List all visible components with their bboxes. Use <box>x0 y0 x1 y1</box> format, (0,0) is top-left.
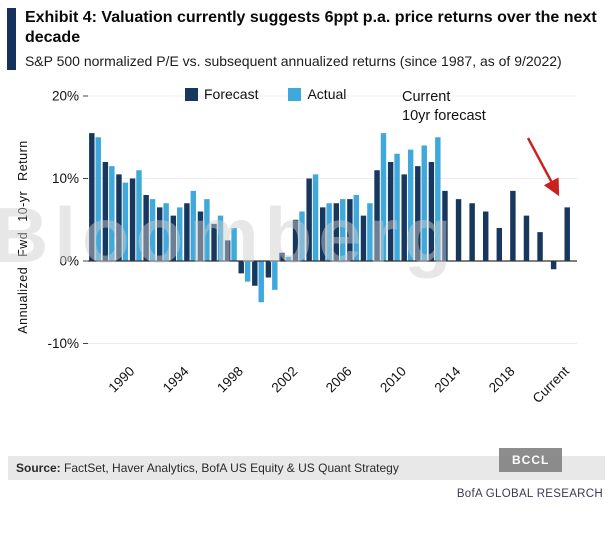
bar-forecast-1996 <box>211 224 217 262</box>
x-tick-label: 2010 <box>377 364 409 396</box>
x-tick-label: 2002 <box>269 364 301 396</box>
bar-forecast-2019 <box>523 215 530 262</box>
bar-actual-1988 <box>109 166 115 262</box>
bar-actual-1991 <box>149 199 156 262</box>
bar-forecast-2020 <box>537 232 543 262</box>
bar-actual-2008 <box>380 133 387 262</box>
bar-forecast-2012 <box>428 162 435 262</box>
bar-actual-2001 <box>285 257 292 262</box>
bar-actual-2007 <box>367 203 373 262</box>
bar-forecast-2003 <box>306 178 312 262</box>
bar-forecast-1988 <box>102 162 109 262</box>
source-label: Source: <box>16 461 61 476</box>
bar-actual-1992 <box>163 203 169 262</box>
bar-forecast-2015 <box>469 203 475 262</box>
bar-forecast-1999 <box>252 261 258 286</box>
current-forecast-annotation: Current 10yr forecast <box>402 89 486 124</box>
y-axis-label: Annualized Fwd 10-yr Return <box>16 140 30 334</box>
research-credit: BofA GLOBAL RESEARCH <box>456 488 603 501</box>
bar-actual-2011 <box>421 145 427 262</box>
bar-actual-1990 <box>136 170 142 262</box>
bar-actual-1994 <box>190 191 197 262</box>
bar-forecast-1998 <box>238 261 244 274</box>
bar-actual-1989 <box>122 182 129 262</box>
x-tick-label: 1998 <box>214 364 246 396</box>
bar-forecast-1997 <box>224 240 231 262</box>
actual-swatch-icon <box>288 87 302 101</box>
annotation-arrow-icon <box>526 137 560 197</box>
chart-area: Annualized Fwd 10-yr Return Forecast Act… <box>0 82 615 424</box>
x-tick-label: Current <box>530 363 573 406</box>
x-tick-label: 2018 <box>486 364 518 396</box>
bar-forecast-2013 <box>442 191 448 262</box>
bar-forecast-2005 <box>333 203 340 262</box>
bar-actual-1997 <box>231 228 237 262</box>
header-text: Exhibit 4: Valuation currently suggests … <box>25 8 607 70</box>
x-tick-label: 1994 <box>160 363 192 395</box>
bar-forecast-Current <box>564 207 570 262</box>
bar-actual-2004 <box>326 203 332 262</box>
bar-forecast-1994 <box>184 203 190 262</box>
bar-forecast-2017 <box>496 228 503 262</box>
bar-forecast-1995 <box>197 211 204 262</box>
x-tick-label: 2006 <box>323 364 355 396</box>
bar-forecast-2007 <box>360 215 367 262</box>
bar-actual-1998 <box>244 261 251 282</box>
exhibit-subtitle: S&P 500 normalized P/E vs. subsequent an… <box>24 52 562 69</box>
bar-forecast-2021 <box>550 261 557 270</box>
bar-forecast-1993 <box>170 215 177 262</box>
bccl-badge: BCCL <box>499 448 563 472</box>
bar-actual-2005 <box>340 199 346 262</box>
bar-forecast-2002 <box>292 219 299 262</box>
forecast-swatch-icon <box>185 87 198 101</box>
legend-label-actual: Actual <box>307 86 347 103</box>
bar-chart: 20% 10% 0% -10% 1990 1994 1998 2002 2006 2010 2014… <box>47 89 577 406</box>
bar-actual-2010 <box>407 149 414 262</box>
y-tick-label: 10% <box>52 171 79 186</box>
bar-actual-2012 <box>435 137 441 262</box>
bar-forecast-2000 <box>265 261 272 278</box>
bar-forecast-2011 <box>415 166 421 262</box>
accent-bar <box>7 8 16 71</box>
bar-actual-1996 <box>217 215 224 262</box>
bar-forecast-1990 <box>129 178 136 262</box>
bar-actual-1999 <box>258 261 264 303</box>
source-text: FactSet, Haver Analytics, BofA US Equity… <box>60 461 399 476</box>
bar-actual-1987 <box>95 137 101 262</box>
bar-actual-2009 <box>394 153 400 262</box>
legend-item-forecast: Forecast <box>185 86 258 102</box>
bar-actual-2003 <box>312 174 319 262</box>
legend-label-forecast: Forecast <box>204 86 259 103</box>
y-tick-label: 0% <box>59 254 79 269</box>
bar-forecast-2014 <box>455 199 462 262</box>
bar-actual-1995 <box>204 199 210 262</box>
legend-item-actual: Actual <box>288 86 346 102</box>
y-tick-label: -10% <box>47 336 79 351</box>
bar-forecast-2016 <box>483 211 489 262</box>
bar-actual-2002 <box>299 211 305 262</box>
exhibit-title: Exhibit 4: Valuation currently suggests … <box>24 9 597 47</box>
bar-forecast-2018 <box>510 191 516 262</box>
y-tick-label: 20% <box>52 89 79 104</box>
bar-forecast-2010 <box>401 174 407 262</box>
bar-forecast-1991 <box>143 195 149 262</box>
bar-forecast-1989 <box>116 174 122 262</box>
bar-forecast-2004 <box>320 207 326 262</box>
bar-actual-2000 <box>272 261 278 290</box>
bar-forecast-2009 <box>387 162 394 262</box>
bar-forecast-2006 <box>347 199 353 262</box>
bar-forecast-1987 <box>89 133 95 262</box>
bar-forecast-2001 <box>279 252 285 262</box>
x-tick-label: 2014 <box>432 363 464 395</box>
header: Exhibit 4: Valuation currently suggests … <box>0 0 615 71</box>
chart-legend: Forecast Actual <box>185 86 346 102</box>
bar-forecast-2008 <box>374 170 380 262</box>
bar-actual-2006 <box>353 195 360 262</box>
bar-actual-1993 <box>177 207 183 262</box>
bar-forecast-1992 <box>157 207 163 262</box>
x-tick-label: 1990 <box>106 364 138 396</box>
